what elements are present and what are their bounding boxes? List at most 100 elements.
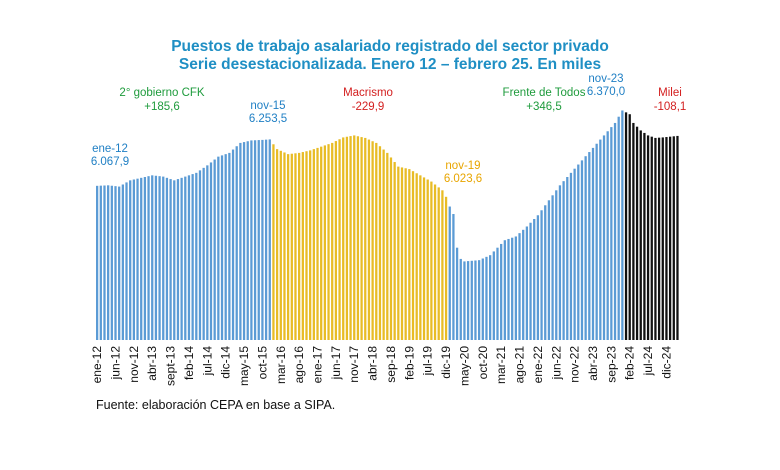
bar [522,229,525,340]
annotation-value-label: 6.253,5 [249,113,287,125]
bar [562,181,565,340]
bar [588,152,591,340]
bar [654,137,657,340]
annotation-date-label: nov-23 [588,73,623,85]
x-tick-label: abr-13 [145,346,159,381]
x-tick-label: ene-12 [90,346,104,384]
bar [125,182,128,340]
bar [349,136,352,340]
x-tick-label: abr-23 [586,346,600,381]
bar [665,137,668,340]
x-tick-label: ago-16 [292,346,306,384]
bar [617,116,620,341]
bar [360,137,363,340]
bar [140,177,143,340]
bar [371,141,374,340]
bars-group [96,110,679,341]
bar [382,149,385,340]
bar [378,146,382,340]
bar [657,137,661,340]
bar [364,137,367,340]
bar [121,184,124,340]
bar [540,210,543,340]
bar [136,178,139,340]
x-tick-label: oct-15 [255,346,269,380]
period-change-label: -108,1 [654,101,687,113]
bar [331,142,334,340]
bar [595,143,598,340]
period-name-label: Frente de Todos [503,87,586,99]
bar [327,144,330,340]
x-tick-label: may-20 [457,346,471,386]
bar [356,136,360,340]
bar [224,154,227,340]
bar [312,149,315,340]
bar [580,160,584,340]
x-tick-label: nov-12 [127,346,141,383]
bar [485,256,488,340]
bar [444,196,448,340]
bar [261,139,264,340]
bar [158,176,161,340]
bar [367,139,371,340]
bar [606,131,609,340]
bar [353,135,356,340]
x-tick-label: may-15 [237,346,251,386]
bar [220,155,224,340]
bar [129,180,132,340]
bar [525,226,529,340]
annotation-value-label: 6.023,6 [444,173,482,185]
bar [180,177,183,340]
bar [481,258,484,340]
bar [235,146,238,340]
bar [272,144,275,340]
bar [422,177,426,340]
bar [316,147,319,340]
x-tick-label: abr-18 [366,346,380,381]
bar [275,149,279,340]
bar [173,180,176,340]
bar [511,237,514,340]
x-tick-label: feb-24 [623,346,637,380]
bar [246,141,249,340]
bar [489,255,492,340]
bar [187,175,191,340]
chart-subtitle: Serie desestacionalizada. Enero 12 – feb… [178,56,602,73]
bar [268,139,271,340]
annotation-date-label: ene-12 [92,143,128,155]
bar [624,112,628,340]
bar [628,114,631,340]
x-axis: ene-12 jun-12 nov-12 abr-13 sept-13 feb-14 jul… [90,346,673,386]
bar [345,136,349,340]
bar [206,165,209,340]
bar [176,179,180,340]
bar [577,164,580,340]
bar [415,173,418,340]
bar [334,141,338,340]
chart-title: Puestos de trabajo asalariado registrado… [171,38,609,55]
bar [635,126,639,340]
period-name-label: Milei [658,87,682,99]
x-tick-label: jul-24 [641,346,655,377]
bar [555,190,558,340]
bar [503,240,506,340]
bar [426,179,429,340]
x-tick-label: jul-19 [421,346,435,377]
bar [147,176,150,340]
bar [411,171,415,340]
bar [463,261,466,340]
bar [492,251,495,340]
bar [250,140,253,340]
bar [103,185,106,340]
bar [408,169,411,340]
bar [165,177,169,340]
bar [143,177,147,340]
bar [448,206,451,340]
bar [301,152,304,340]
bar [558,185,562,340]
x-tick-label: ago-21 [513,346,527,384]
bar [470,260,473,340]
bar [455,247,459,340]
bar [621,110,624,340]
bar [529,222,532,340]
